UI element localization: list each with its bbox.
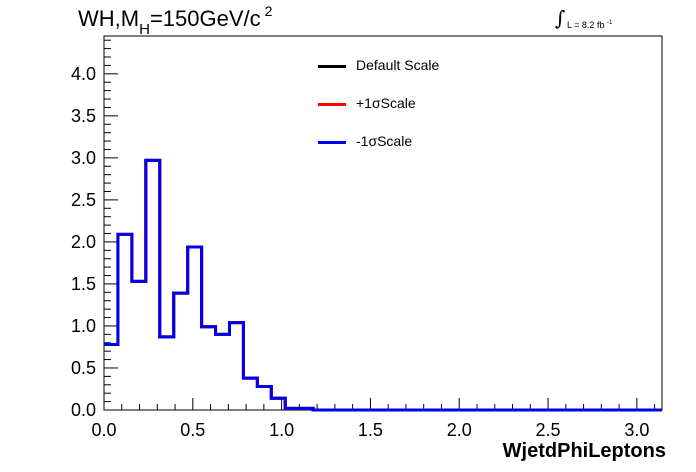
integral-symbol: ∫ — [555, 6, 566, 30]
legend-item: Default Scale — [318, 56, 518, 76]
legend-item: +1σScale — [318, 94, 518, 114]
y-tick-label: 1.5 — [71, 274, 96, 294]
x-tick-label: 0.5 — [180, 420, 205, 440]
legend-item: -1σScale — [318, 132, 518, 152]
y-tick-label: 0.0 — [71, 400, 96, 420]
y-tick-label: 3.0 — [71, 148, 96, 168]
plot-frame — [103, 35, 663, 411]
y-tick-label: 1.0 — [71, 316, 96, 336]
y-tick-label: 0.5 — [71, 358, 96, 378]
y-tick-label: 3.5 — [71, 106, 96, 126]
x-tick-label: 3.0 — [624, 420, 649, 440]
x-tick-label: 2.5 — [536, 420, 561, 440]
x-tick-label: 2.0 — [447, 420, 472, 440]
series-group — [104, 158, 662, 412]
x-tick-label: 1.0 — [269, 420, 294, 440]
legend-label: -1σScale — [356, 133, 413, 149]
x-tick-label: 0.0 — [91, 420, 116, 440]
axis-ticks: 0.0 0.5 1.0 1.5 2.0 2.5 3.0 0.0 0.5 1.0 1.5 2.0 2.5 3… — [71, 39, 656, 440]
legend-swatch — [318, 103, 346, 106]
series-line-2 — [104, 158, 662, 412]
legend-swatch — [318, 65, 346, 68]
legend-label: +1σScale — [356, 95, 416, 111]
chart-title: WH,MH=150GeV/c 2 — [78, 3, 273, 38]
x-axis-title: WjetdPhiLeptons — [502, 440, 666, 462]
legend-swatch — [318, 141, 346, 144]
y-tick-label: 4.0 — [71, 64, 96, 84]
legend-label: Default Scale — [356, 57, 440, 73]
y-tick-label: 2.0 — [71, 232, 96, 252]
y-tick-label: 2.5 — [71, 190, 96, 210]
x-tick-label: 1.5 — [358, 420, 383, 440]
